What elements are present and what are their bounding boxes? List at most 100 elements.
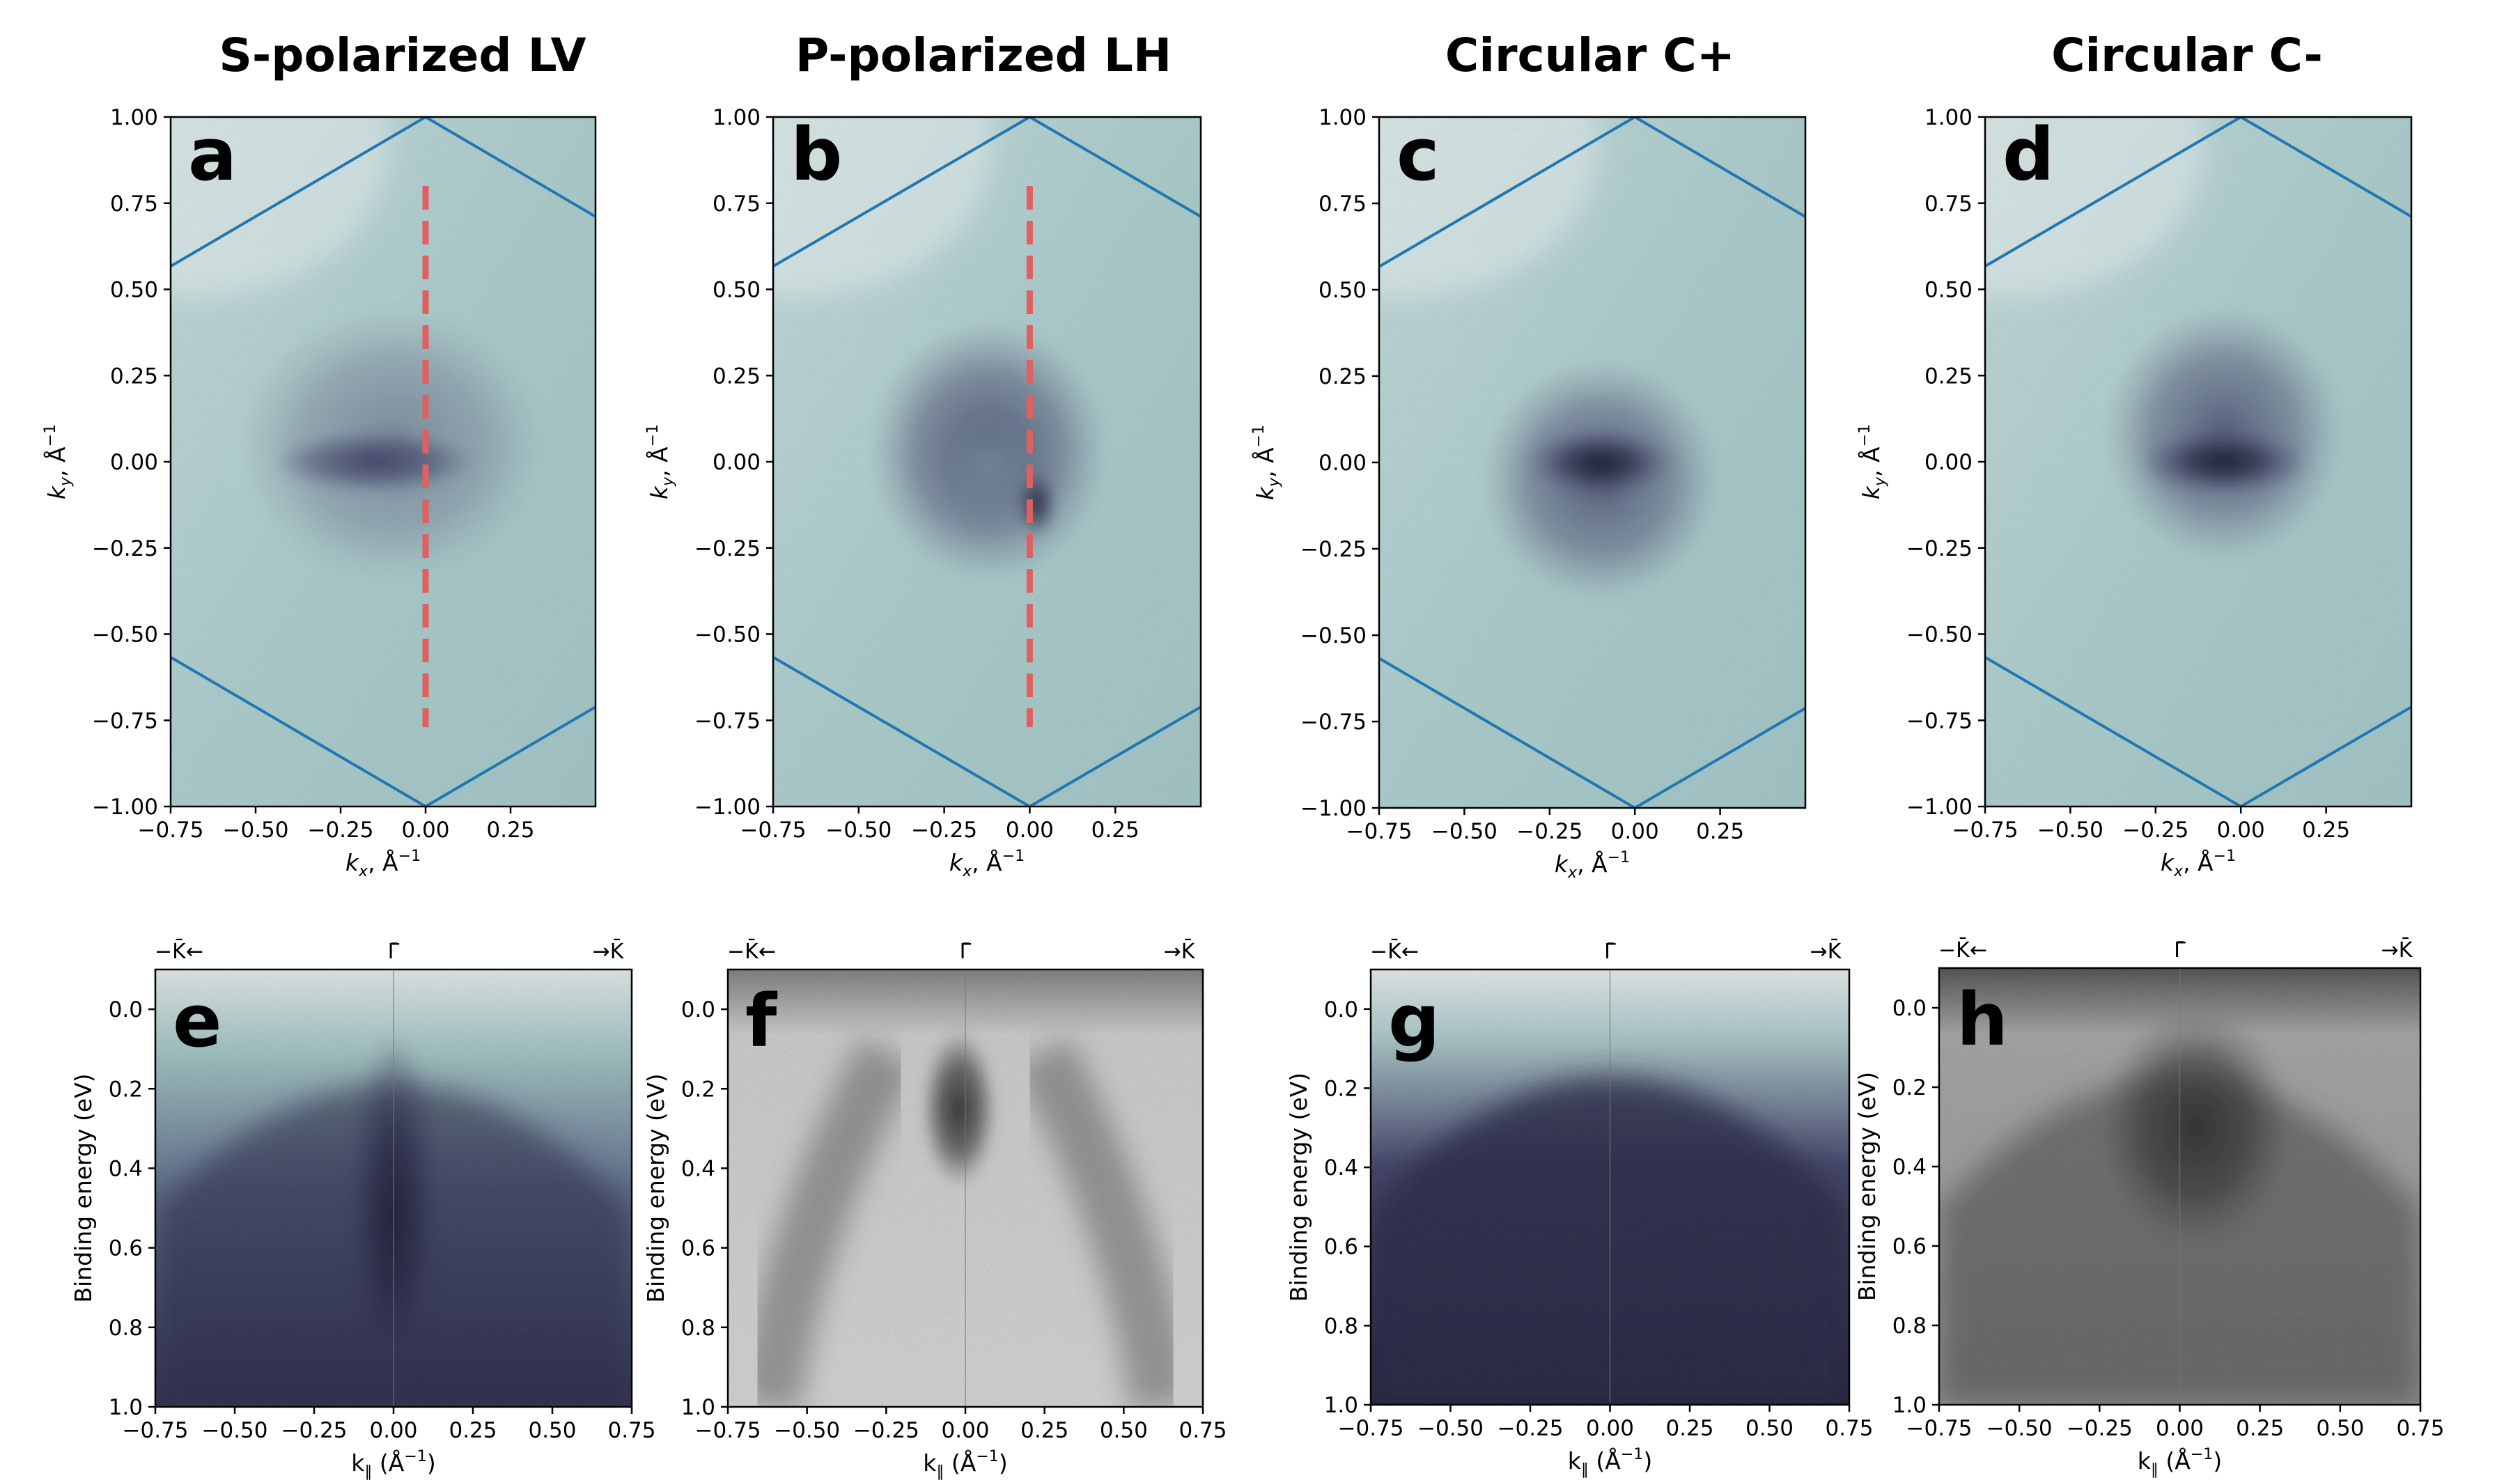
panel-letter-d: d — [2002, 112, 2054, 197]
high-symmetry-label: →K̄ — [2381, 937, 2413, 963]
heatmap-c — [1379, 117, 1805, 808]
x-tick-label: −0.50 — [2037, 818, 2103, 843]
bz-edge — [1634, 117, 1805, 219]
high-symmetry-label: →K̄ — [1164, 939, 1196, 964]
noise-texture — [773, 117, 1201, 807]
x-tick-label: 0.50 — [2316, 1416, 2364, 1441]
x-tick-label: 0.75 — [1825, 1416, 1873, 1441]
y-tick-label: 0.8 — [1892, 1314, 1927, 1339]
x-tick-label: −0.75 — [1952, 818, 2019, 843]
x-tick-label: 0.25 — [2236, 1416, 2284, 1441]
noise-texture — [171, 117, 596, 807]
y-tick-label: 0.00 — [110, 450, 158, 475]
x-tick-label: −0.25 — [1516, 819, 1582, 844]
x-tick-label: −0.75 — [1906, 1416, 1973, 1441]
x-tick-label: 0.50 — [1100, 1418, 1148, 1443]
y-tick-label: −0.25 — [694, 536, 761, 561]
y-tick-label: 0.2 — [1892, 1075, 1927, 1100]
bz-edge — [1634, 706, 1805, 808]
y-tick-label: −0.50 — [1906, 623, 1973, 648]
y-tick-label: −1.00 — [694, 795, 761, 820]
y-tick-label: −0.75 — [92, 708, 158, 733]
x-axis-label: k∥ (Å−1) — [351, 1448, 435, 1480]
panel-letter-b: b — [791, 112, 842, 197]
x-tick-label: −0.50 — [1986, 1416, 2053, 1441]
x-tick-label: 0.25 — [1091, 818, 1140, 843]
x-tick-label: 0.00 — [369, 1418, 417, 1443]
high-symmetry-label: Γ̄ — [2174, 938, 2186, 963]
x-tick-label: 0.25 — [2302, 818, 2350, 843]
panel-letter-a: a — [188, 112, 237, 197]
x-tick-label: 0.25 — [1696, 819, 1744, 844]
bz-edge — [1985, 655, 2242, 807]
x-tick-label: 0.00 — [2156, 1416, 2204, 1441]
y-tick-label: 0.25 — [1319, 364, 1367, 389]
y-tick-label: 0.50 — [713, 278, 761, 303]
heatmap-a — [171, 117, 596, 807]
y-tick-label: 0.6 — [109, 1236, 143, 1261]
x-tick-label: −0.75 — [740, 818, 807, 843]
x-axis-label: k∥ (Å−1) — [1568, 1446, 1652, 1479]
y-tick-label: 0.25 — [713, 364, 761, 389]
x-tick-label: −0.25 — [281, 1418, 348, 1443]
y-tick-label: −0.50 — [694, 623, 761, 648]
heatmap-h — [1939, 968, 2420, 1405]
y-tick-label: 0.75 — [110, 192, 158, 217]
noise-texture — [1985, 117, 2411, 807]
y-tick-label: 1.00 — [713, 105, 761, 130]
high-symmetry-label: −K̄← — [727, 939, 776, 964]
y-tick-label: 1.0 — [681, 1395, 715, 1420]
high-symmetry-label: Γ̄ — [960, 940, 972, 964]
heatmap-b — [773, 117, 1201, 807]
y-tick-label: 0.8 — [109, 1316, 143, 1341]
y-tick-label: 0.25 — [1924, 364, 1973, 389]
y-axis-label: ky, Å−1 — [644, 424, 677, 499]
y-tick-label: 0.50 — [1924, 278, 1973, 303]
x-tick-label: −0.50 — [202, 1418, 268, 1443]
y-tick-label: 0.2 — [681, 1077, 715, 1102]
y-axis-label: ky, Å−1 — [42, 424, 75, 499]
x-axis-label: kx, Å−1 — [1555, 849, 1630, 882]
x-tick-label: 0.75 — [2396, 1416, 2444, 1441]
y-tick-label: 0.0 — [1892, 996, 1927, 1021]
high-symmetry-label: −K̄← — [1938, 937, 1987, 963]
x-tick-label: 0.00 — [2217, 818, 2265, 843]
bz-edge — [1379, 656, 1636, 808]
y-tick-label: 0.00 — [1924, 450, 1973, 475]
x-axis-label: kx, Å−1 — [949, 848, 1025, 880]
bz-edge — [1029, 117, 1201, 219]
x-tick-label: −0.50 — [1431, 819, 1498, 844]
axes-layer: S-polarized LV P-polarized LH Circular C+ C… — [42, 29, 2445, 1480]
x-tick-label: 0.75 — [607, 1418, 655, 1443]
x-axis-label: k∥ (Å−1) — [2138, 1446, 2222, 1479]
y-tick-label: 0.75 — [1319, 192, 1367, 217]
high-symmetry-label: Γ̄ — [1604, 940, 1616, 964]
heatmap-e — [155, 969, 632, 1407]
y-tick-label: 0.4 — [681, 1156, 715, 1181]
bz-edge — [2240, 117, 2411, 219]
y-tick-label: 0.0 — [109, 997, 143, 1022]
panel-letter-f: f — [745, 979, 778, 1064]
y-tick-label: −0.75 — [1300, 710, 1367, 735]
high-symmetry-label: →K̄ — [593, 939, 625, 964]
y-tick-label: 1.0 — [1892, 1393, 1927, 1418]
heatmap-f — [728, 969, 1203, 1407]
y-tick-label: −1.00 — [1300, 796, 1367, 821]
y-axis-label: Binding energy (eV) — [70, 1073, 97, 1302]
x-tick-label: −0.75 — [1346, 819, 1413, 844]
x-tick-label: −0.50 — [1417, 1416, 1484, 1441]
x-tick-label: 0.00 — [1006, 818, 1054, 843]
y-tick-label: 0.6 — [1892, 1234, 1927, 1259]
noise-texture — [1379, 117, 1805, 808]
x-tick-label: 0.25 — [1020, 1418, 1068, 1443]
bz-edge — [424, 705, 596, 807]
y-tick-label: 0.0 — [681, 997, 715, 1022]
y-axis-label: Binding energy (eV) — [642, 1073, 669, 1302]
y-tick-label: 0.0 — [1324, 997, 1358, 1022]
panel-title-4: Circular C- — [2051, 29, 2323, 82]
x-tick-label: 0.25 — [486, 818, 534, 843]
x-tick-label: −0.25 — [308, 818, 374, 843]
high-symmetry-label: −K̄← — [1370, 939, 1419, 964]
y-tick-label: 0.8 — [681, 1316, 715, 1341]
x-tick-label: −0.25 — [853, 1418, 919, 1443]
